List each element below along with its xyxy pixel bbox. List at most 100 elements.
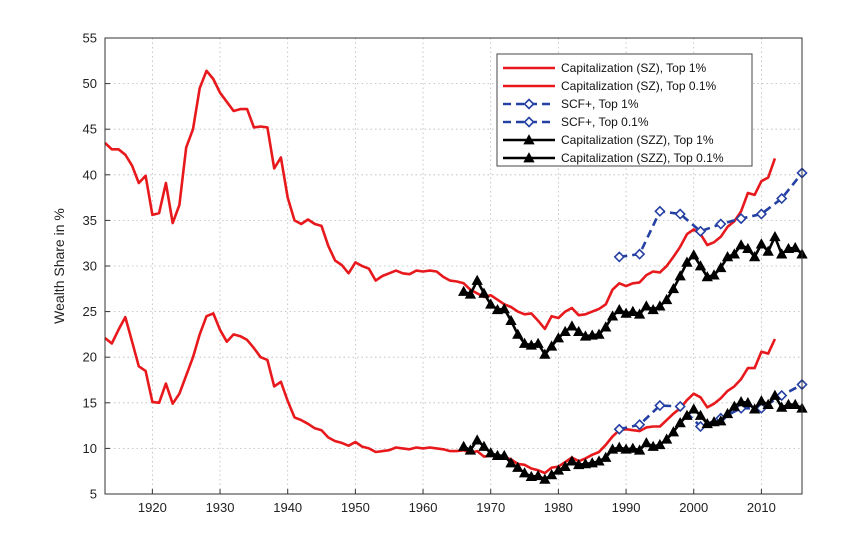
data-point-triangle	[667, 426, 680, 437]
data-point-triangle	[539, 348, 551, 359]
data-point-triangle	[464, 444, 477, 455]
x-tick-label: 1980	[544, 500, 573, 515]
data-point-triangle	[478, 440, 490, 451]
data-point-triangle	[674, 417, 686, 428]
data-point-triangle	[606, 310, 619, 321]
legend-label: SCF+, Top 1%	[561, 97, 639, 111]
data-point-triangle	[478, 287, 490, 298]
data-point-triangle	[523, 152, 535, 163]
data-point-triangle	[748, 403, 761, 414]
data-point-triangle	[742, 242, 754, 254]
data-point-triangle	[485, 298, 497, 309]
data-point-diamond	[755, 208, 768, 220]
series-3	[613, 167, 808, 263]
y-tick-label: 30	[83, 259, 97, 274]
data-point-triangle	[694, 260, 707, 271]
data-point-diamond	[633, 419, 646, 431]
data-point-triangle	[512, 461, 524, 472]
data-point-triangle	[559, 325, 571, 337]
data-point-triangle	[661, 293, 673, 305]
data-point-triangle	[661, 433, 673, 444]
data-point-triangle	[532, 337, 544, 348]
y-tick-label: 45	[83, 122, 97, 137]
data-point-triangle	[688, 249, 700, 260]
data-point-triangle	[633, 444, 646, 455]
data-point-triangle	[728, 248, 740, 259]
data-point-triangle	[681, 409, 693, 420]
data-point-triangle	[523, 134, 535, 145]
data-point-triangle	[566, 320, 578, 331]
data-point-diamond	[776, 389, 788, 402]
y-tick-label: 25	[83, 304, 97, 319]
data-point-triangle	[512, 328, 524, 339]
data-point-triangle	[769, 389, 781, 400]
data-point-triangle	[532, 469, 544, 481]
data-point-triangle	[694, 409, 707, 420]
y-tick-label: 10	[83, 441, 97, 456]
series-line	[619, 172, 804, 259]
legend-label: Capitalization (SZ), Top 0.1%	[561, 79, 717, 93]
data-point-triangle	[552, 332, 565, 343]
data-point-triangle	[748, 251, 761, 262]
data-point-diamond	[776, 192, 788, 205]
data-point-triangle	[688, 403, 700, 414]
y-tick-label: 40	[83, 167, 97, 182]
data-point-triangle	[498, 449, 510, 461]
y-tick-label: 50	[83, 76, 97, 91]
x-tick-label: 1950	[341, 500, 370, 515]
data-point-triangle	[755, 238, 768, 249]
x-tick-label: 1960	[409, 500, 438, 515]
y-tick-label: 20	[83, 350, 97, 365]
data-point-triangle	[762, 245, 774, 256]
data-point-triangle	[613, 441, 625, 452]
x-tick-label: 1970	[476, 500, 505, 515]
data-point-diamond	[654, 205, 666, 217]
data-point-triangle	[627, 305, 639, 316]
x-tick-label: 1930	[206, 500, 235, 515]
series-1	[104, 69, 777, 331]
data-point-triangle	[769, 230, 781, 242]
data-point-triangle	[471, 434, 483, 445]
data-point-diamond	[654, 399, 666, 412]
data-point-triangle	[674, 270, 686, 281]
data-point-triangle	[600, 451, 612, 462]
data-point-triangle	[721, 407, 734, 419]
data-point-triangle	[518, 337, 531, 348]
data-point-triangle	[654, 438, 666, 450]
legend-label: Capitalization (SZZ), Top 0.1%	[561, 151, 724, 165]
data-point-triangle	[471, 274, 483, 285]
legend-label: SCF+, Top 0.1%	[561, 115, 649, 129]
data-point-triangle	[464, 288, 477, 299]
data-point-triangle	[491, 449, 504, 461]
data-point-triangle	[640, 437, 653, 448]
y-tick-label: 5	[90, 487, 97, 502]
data-point-triangle	[505, 314, 517, 326]
data-point-triangle	[458, 285, 470, 296]
data-point-triangle	[715, 261, 727, 273]
data-point-diamond	[523, 98, 535, 110]
y-tick-label: 15	[83, 395, 97, 410]
series-line	[104, 312, 777, 475]
data-point-triangle	[762, 398, 774, 409]
data-point-triangle	[545, 340, 558, 351]
x-tick-label: 1990	[612, 500, 641, 515]
data-point-triangle	[505, 457, 517, 468]
data-point-triangle	[789, 398, 801, 409]
data-point-triangle	[654, 300, 666, 311]
data-point-triangle	[681, 256, 693, 267]
data-point-triangle	[573, 325, 585, 337]
data-point-triangle	[458, 440, 470, 451]
y-tick-label: 55	[83, 31, 97, 46]
series-2	[104, 312, 777, 475]
data-point-triangle	[633, 308, 646, 319]
data-point-diamond	[523, 116, 535, 128]
legend-label: Capitalization (SZ), Top 1%	[561, 61, 707, 75]
data-point-triangle	[715, 415, 727, 426]
series-6	[458, 389, 808, 484]
legend: Capitalization (SZ), Top 1% Capitalizatio…	[496, 53, 753, 167]
data-point-triangle	[776, 248, 788, 259]
series-5	[458, 230, 808, 359]
y-axis-label: Wealth Share in %	[51, 208, 67, 324]
series-line	[104, 69, 777, 331]
